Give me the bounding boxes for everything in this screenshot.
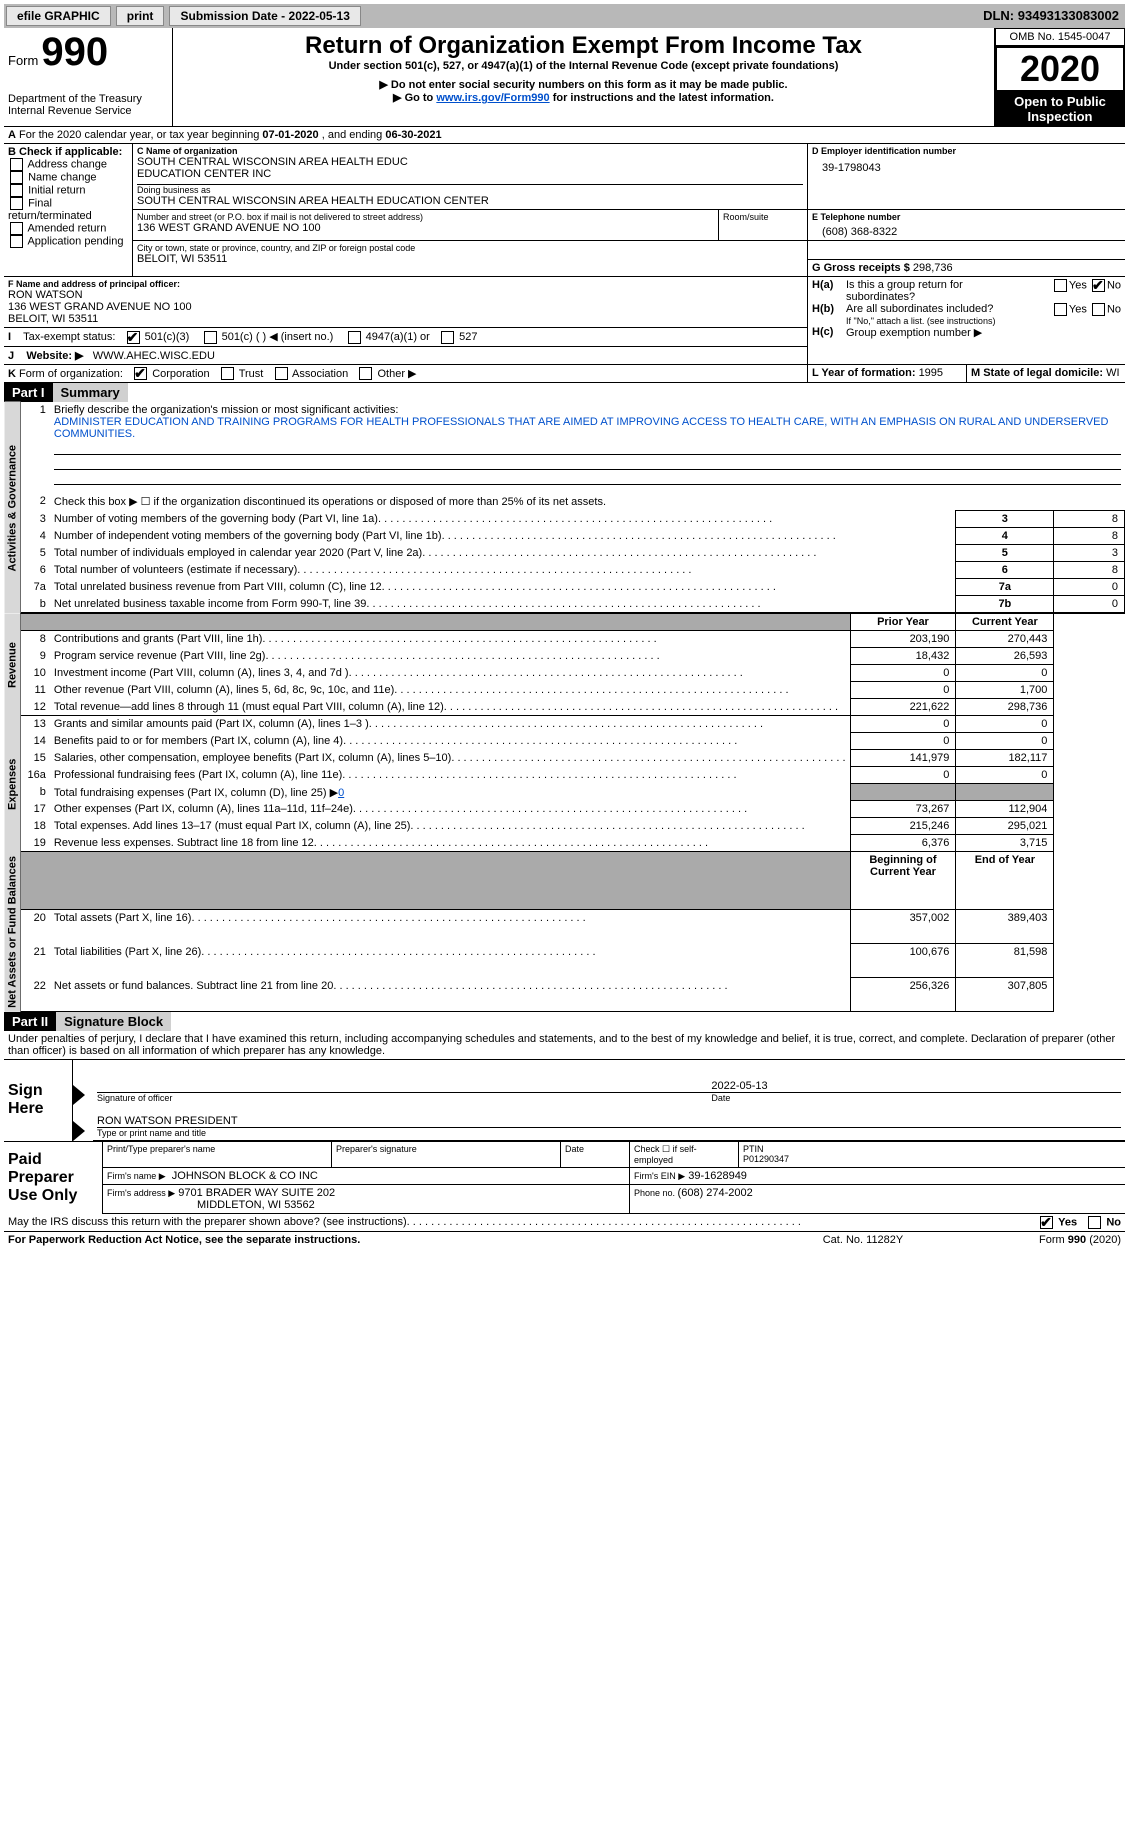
box-i: I Tax-exempt status: 501(c)(3) 501(c) ( … [4,328,808,347]
form-title: Return of Organization Exempt From Incom… [181,32,986,60]
box-h: H(a) Is this a group return for subordin… [808,277,1126,365]
chk-pending[interactable]: Application pending [8,235,128,248]
period-line: A For the 2020 calendar year, or tax yea… [4,126,1125,144]
signature-block: Sign Here 2022-05-13 Signature of office… [4,1060,1125,1141]
exp-row: bTotal fundraising expenses (Part IX, co… [4,784,1125,801]
chk-501c[interactable] [204,331,217,344]
tax-year: 2020 [995,46,1125,92]
box-c-name: C Name of organization SOUTH CENTRAL WIS… [133,144,808,210]
sign-here: Sign Here [4,1060,73,1141]
header: Form 990 Department of the Treasury Inte… [4,28,1125,126]
note2: ▶ Go to www.irs.gov/Form990 for instruct… [181,91,986,104]
exp-row: 14Benefits paid to or for members (Part … [4,733,1125,750]
omb: OMB No. 1545-0047 [995,28,1125,46]
exp-row: 16aProfessional fundraising fees (Part I… [4,767,1125,784]
dln: DLN: 93493133083002 [979,6,1123,25]
vlabel-netassets: Net Assets or Fund Balances [4,852,21,1012]
chk-corp[interactable] [134,367,147,380]
footer: For Paperwork Reduction Act Notice, see … [4,1232,1125,1248]
vlabel-governance: Activities & Governance [4,402,21,614]
arrow-icon [73,1085,85,1105]
vlabel-revenue: Revenue [4,614,21,716]
note1: ▶ Do not enter social security numbers o… [181,78,986,91]
net-row: 20Total assets (Part X, line 16)357,0023… [4,910,1125,944]
box-e: E Telephone number (608) 368-8322 [808,210,1126,241]
gov-row: 6Total number of volunteers (estimate if… [4,562,1125,579]
subtitle: Under section 501(c), 527, or 4947(a)(1)… [181,60,986,72]
box-c-street: Number and street (or P.O. box if mail i… [133,210,719,241]
exp-row: 19Revenue less expenses. Subtract line 1… [4,835,1125,852]
net-row: 21Total liabilities (Part X, line 26)100… [4,944,1125,978]
chk-other[interactable] [359,367,372,380]
chk-assoc[interactable] [275,367,288,380]
vlabel-expenses: Expenses [4,716,21,852]
submission-label: Submission Date - [180,9,288,23]
arrow-icon [73,1121,85,1141]
box-m: M State of legal domicile: WI [967,364,1126,383]
irs: Internal Revenue Service [8,105,168,117]
chk-amended[interactable]: Amended return [8,222,128,235]
dept: Department of the Treasury [8,93,168,105]
form990-link[interactable]: www.irs.gov/Form990 [436,92,549,104]
efile-button[interactable]: efile GRAPHIC [6,6,111,26]
box-f: F Name and address of principal officer:… [4,277,808,328]
entity-block: B Check if applicable: Address change Na… [4,144,1125,383]
penalties: Under penalties of perjury, I declare th… [4,1031,1125,1060]
submission-button[interactable]: Submission Date - 2022-05-13 [169,6,360,26]
ha-no[interactable] [1092,279,1105,292]
topbar: efile GRAPHIC print Submission Date - 20… [4,4,1125,28]
room-suite: Room/suite [719,210,808,241]
rev-row: 10Investment income (Part VIII, column (… [4,665,1125,682]
hb-no[interactable] [1092,303,1105,316]
chk-address[interactable]: Address change [8,158,128,171]
exp-row: 17Other expenses (Part IX, column (A), l… [4,801,1125,818]
form-number: 990 [41,30,108,74]
gov-row: 5Total number of individuals employed in… [4,545,1125,562]
part1-body: Activities & Governance 1 Briefly descri… [4,402,1125,1012]
rev-row: 11Other revenue (Part VIII, column (A), … [4,682,1125,699]
box-j: J Website: ▶ WWW.AHEC.WISC.EDU [4,346,808,364]
rev-row: 9Program service revenue (Part VIII, lin… [4,648,1125,665]
discuss-line: May the IRS discuss this return with the… [4,1214,1125,1232]
hb-yes[interactable] [1054,303,1067,316]
preparer-block: Paid Preparer Use Only Print/Type prepar… [4,1141,1125,1214]
box-b: B Check if applicable: Address change Na… [4,144,133,277]
discuss-no[interactable] [1088,1216,1101,1229]
gov-row: 7aTotal unrelated business revenue from … [4,579,1125,596]
chk-trust[interactable] [221,367,234,380]
part1-header: Part ISummary [4,383,1125,402]
chk-name[interactable]: Name change [8,171,128,184]
gov-row: bNet unrelated business taxable income f… [4,596,1125,613]
discuss-yes[interactable] [1040,1216,1053,1229]
chk-final[interactable]: Final return/terminated [8,197,128,222]
rev-row: 8Contributions and grants (Part VIII, li… [4,631,1125,648]
paid-preparer: Paid Preparer Use Only [4,1142,103,1214]
box-g: G Gross receipts $ 298,736 [808,260,1126,277]
open-inspection: Open to Public Inspection [995,92,1125,126]
mission: ADMINISTER EDUCATION AND TRAINING PROGRA… [54,416,1109,440]
gov-row: 3Number of voting members of the governi… [4,511,1125,528]
net-row: 22Net assets or fund balances. Subtract … [4,978,1125,1012]
ha-yes[interactable] [1054,279,1067,292]
box-l: L Year of formation: 1995 [808,364,967,383]
chk-initial[interactable]: Initial return [8,184,128,197]
print-button[interactable]: print [116,6,165,26]
submission-date: 2022-05-13 [289,9,350,23]
chk-501c3[interactable] [127,331,140,344]
rev-row: 12Total revenue—add lines 8 through 11 (… [4,699,1125,716]
gov-row: 4Number of independent voting members of… [4,528,1125,545]
exp-row: 15Salaries, other compensation, employee… [4,750,1125,767]
box-c-city: City or town, state or province, country… [133,241,808,277]
chk-4947[interactable] [348,331,361,344]
part2-header: Part IISignature Block [4,1012,1125,1031]
q2: Check this box ▶ ☐ if the organization d… [50,493,1125,511]
chk-527[interactable] [441,331,454,344]
box-d: D Employer identification number 39-1798… [808,144,1126,210]
exp-row: 18Total expenses. Add lines 13–17 (must … [4,818,1125,835]
form-word: Form [8,53,38,68]
box-k: K Form of organization: Corporation Trus… [4,364,808,383]
q1: Briefly describe the organization's miss… [50,402,1125,487]
